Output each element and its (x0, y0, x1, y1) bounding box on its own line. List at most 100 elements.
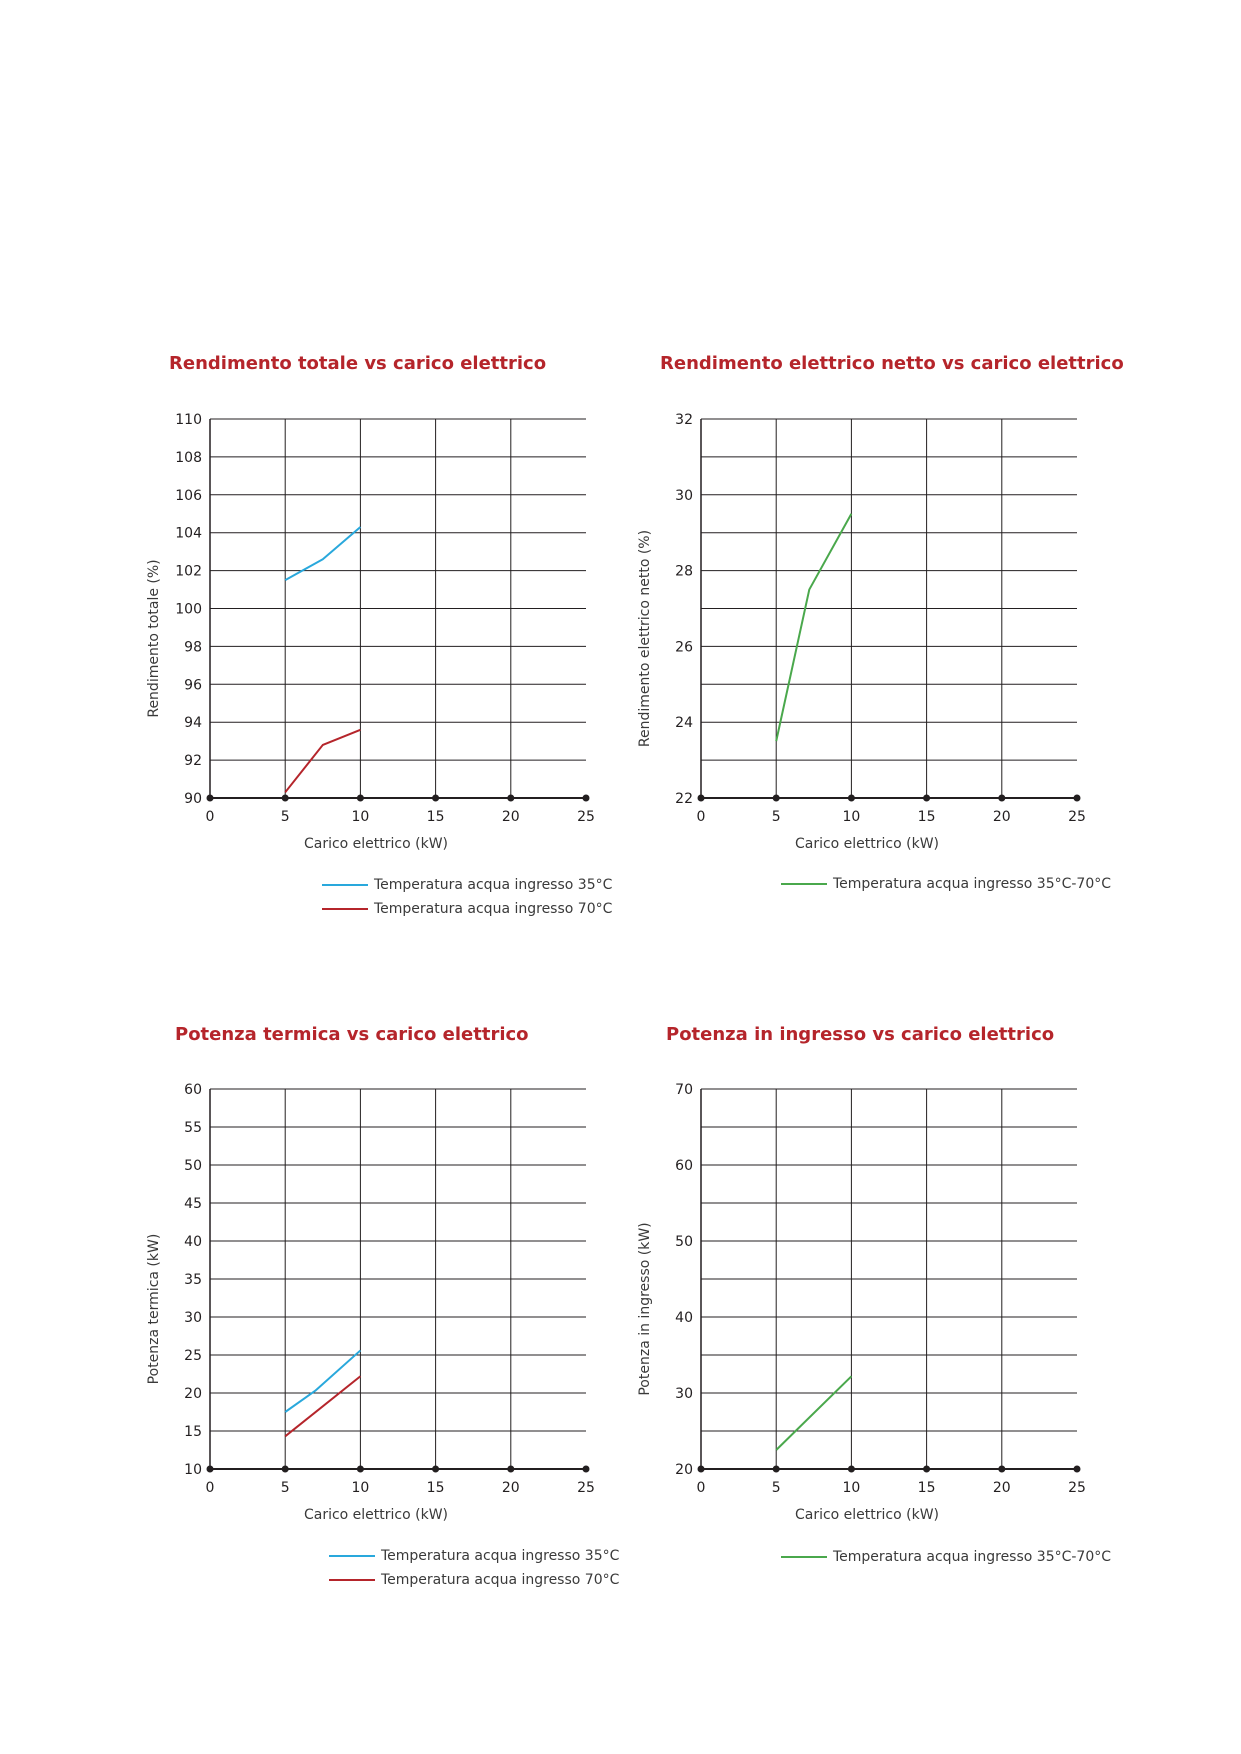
y-tick-label: 100 (175, 602, 202, 618)
x-tick-label: 15 (918, 1480, 936, 1496)
legend-line-icon (781, 1556, 827, 1558)
x-tick-label: 15 (918, 809, 936, 825)
x-tick-label: 5 (772, 1480, 781, 1496)
y-tick-label: 98 (184, 639, 202, 655)
y-axis-label: Rendimento elettrico netto (%) (637, 530, 653, 747)
series-line (284, 526, 362, 581)
y-tick-label: 92 (184, 753, 202, 769)
x-tick-label: 10 (842, 809, 860, 825)
x-tick-label: 15 (427, 809, 445, 825)
chart-title: Rendimento elettrico netto vs carico ele… (660, 353, 1124, 374)
y-tick-label: 90 (184, 791, 202, 807)
chart-title: Potenza in ingresso vs carico elettrico (666, 1024, 1055, 1045)
y-tick-label: 40 (184, 1234, 202, 1250)
x-axis-dot (582, 1465, 590, 1473)
series-line (284, 1375, 362, 1438)
y-tick-label: 94 (184, 715, 202, 731)
x-axis-dot (507, 1465, 515, 1473)
series-line (284, 1349, 362, 1413)
x-axis-dot (772, 1465, 780, 1473)
x-tick-label: 10 (351, 809, 369, 825)
y-tick-label: 22 (675, 791, 693, 807)
x-axis-dot (1073, 1465, 1081, 1473)
y-tick-label: 20 (184, 1386, 202, 1402)
legend: Temperatura acqua ingresso 35°C-70°C (781, 872, 1111, 896)
y-tick-label: 45 (184, 1196, 202, 1212)
chart-title: Rendimento totale vs carico elettrico (169, 353, 547, 374)
legend-label: Temperatura acqua ingresso 35°C-70°C (833, 876, 1112, 892)
legend-line-icon (781, 883, 827, 885)
x-tick-label: 20 (502, 1480, 520, 1496)
y-tick-label: 102 (175, 564, 202, 580)
x-axis-dot (772, 794, 780, 802)
x-axis-label: Carico elettrico (kW) (795, 1507, 939, 1523)
x-tick-label: 5 (281, 1480, 290, 1496)
y-tick-label: 32 (675, 412, 693, 428)
x-tick-label: 20 (993, 809, 1011, 825)
x-axis-label: Carico elettrico (kW) (304, 1507, 448, 1523)
y-tick-label: 24 (675, 715, 693, 731)
y-axis-label: Potenza in ingresso (kW) (637, 1222, 653, 1395)
legend-label: Temperatura acqua ingresso 70°C (374, 901, 613, 917)
x-axis-dot (356, 1465, 364, 1473)
legend-line-icon (322, 908, 368, 910)
chart-title: Potenza termica vs carico elettrico (175, 1024, 529, 1045)
x-axis-label: Carico elettrico (kW) (795, 836, 939, 852)
legend-line-icon (329, 1555, 375, 1557)
x-tick-label: 0 (206, 1480, 215, 1496)
y-tick-label: 104 (175, 526, 202, 542)
x-tick-label: 0 (697, 809, 706, 825)
legend-line-icon (329, 1579, 375, 1581)
y-tick-label: 10 (184, 1462, 202, 1478)
legend-label: Temperatura acqua ingresso 70°C (381, 1572, 620, 1588)
y-tick-label: 108 (175, 450, 202, 466)
series-line (775, 513, 853, 742)
legend-label: Temperatura acqua ingresso 35°C-70°C (833, 1549, 1112, 1565)
y-tick-label: 35 (184, 1272, 202, 1288)
y-tick-label: 28 (675, 564, 693, 580)
x-axis-dot (432, 1465, 440, 1473)
y-tick-label: 55 (184, 1120, 202, 1136)
y-tick-label: 20 (675, 1462, 693, 1478)
x-tick-label: 10 (351, 1480, 369, 1496)
y-tick-label: 15 (184, 1424, 202, 1440)
y-tick-label: 106 (175, 488, 202, 504)
legend-item: Temperatura acqua ingresso 35°C-70°C (781, 1545, 1111, 1569)
y-axis-label: Rendimento totale (%) (146, 559, 162, 717)
y-tick-label: 70 (675, 1082, 693, 1098)
x-axis-dot (507, 794, 515, 802)
x-tick-label: 0 (206, 809, 215, 825)
legend: Temperatura acqua ingresso 35°C-70°C (781, 1545, 1111, 1569)
x-axis-dot (697, 794, 705, 802)
x-axis-dot (998, 794, 1006, 802)
y-tick-label: 30 (675, 1386, 693, 1402)
x-axis-dot (847, 1465, 855, 1473)
y-axis-label: Potenza termica (kW) (146, 1234, 162, 1385)
legend-line-icon (322, 884, 368, 886)
x-axis-dot (697, 1465, 705, 1473)
x-axis-dot (998, 1465, 1006, 1473)
x-axis-dot (206, 1465, 214, 1473)
legend-item: Temperatura acqua ingresso 70°C (322, 897, 612, 921)
legend-label: Temperatura acqua ingresso 35°C (381, 1548, 620, 1564)
x-axis-dot (847, 794, 855, 802)
x-tick-label: 25 (577, 1480, 595, 1496)
x-axis-dot (281, 1465, 289, 1473)
x-axis-dot (582, 794, 590, 802)
legend-item: Temperatura acqua ingresso 35°C (329, 1544, 619, 1568)
x-axis-dot (1073, 794, 1081, 802)
y-tick-label: 60 (184, 1082, 202, 1098)
x-axis-dot (281, 794, 289, 802)
x-tick-label: 25 (1068, 809, 1086, 825)
x-tick-label: 20 (502, 809, 520, 825)
y-tick-label: 30 (184, 1310, 202, 1326)
x-tick-label: 5 (772, 809, 781, 825)
y-tick-label: 96 (184, 677, 202, 693)
legend: Temperatura acqua ingresso 35°C Temperat… (322, 873, 612, 921)
y-tick-label: 50 (184, 1158, 202, 1174)
series-line (775, 1375, 853, 1451)
